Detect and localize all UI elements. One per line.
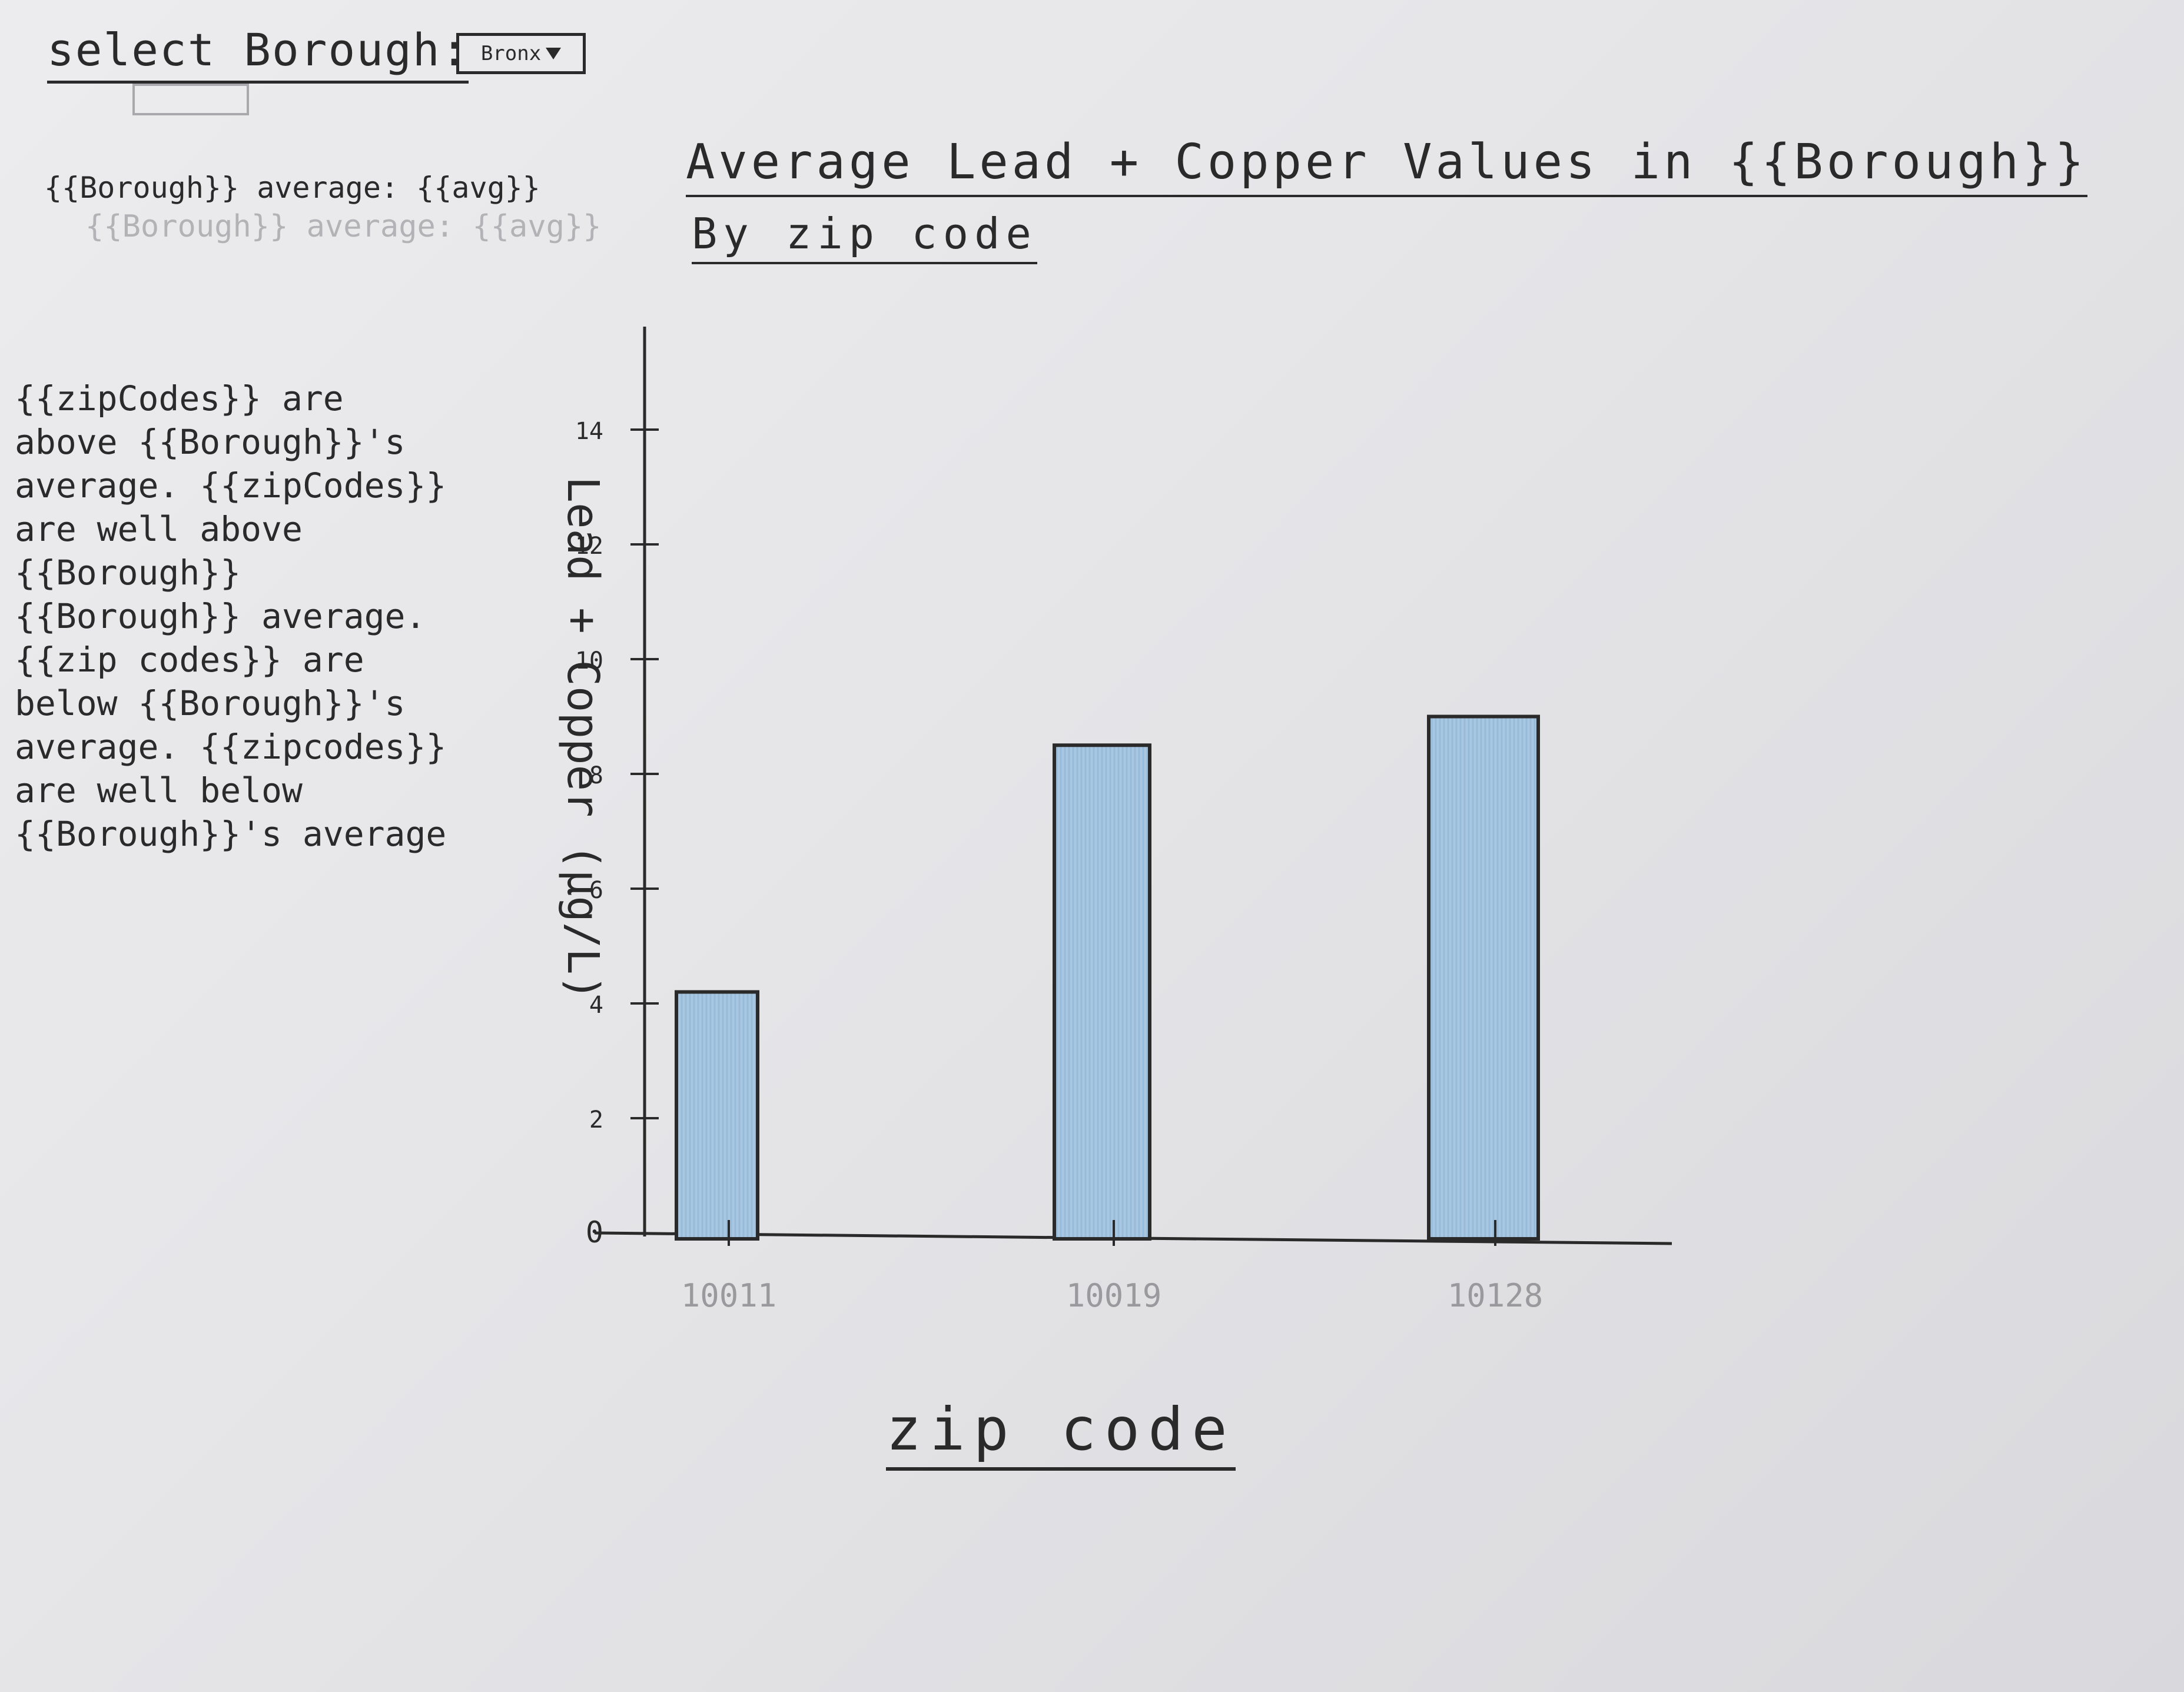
bar-10011 — [675, 990, 759, 1241]
select-borough-label: select Borough: — [47, 24, 469, 84]
y-tick-label: 10 — [575, 647, 603, 674]
x-tick-label-10128: 10128 — [1448, 1277, 1544, 1314]
x-tick-label-10011: 10011 — [681, 1277, 777, 1314]
zip-code-summary-note: {{zipCodes}} are above {{Borough}}'s ave… — [15, 378, 447, 854]
bar-10128 — [1427, 714, 1540, 1241]
borough-average-text: {{Borough}} average: {{avg}} — [44, 171, 540, 205]
chart-subtitle: By zip code — [692, 209, 1037, 264]
ghost-box — [132, 84, 249, 115]
y-tick-label: 12 — [575, 533, 603, 560]
borough-select-value: Bronx — [480, 42, 542, 65]
x-axis-label: zip code — [886, 1395, 1236, 1471]
y-axis-label: Lead + Copper (µg/L) — [557, 476, 608, 1000]
y-tick-label: 4 — [589, 992, 603, 1019]
x-tick-label-10019: 10019 — [1066, 1277, 1162, 1314]
chart-title: Average Lead + Copper Values in {{Boroug… — [686, 134, 2087, 197]
y-tick-label: 0 — [586, 1215, 603, 1249]
borough-select[interactable]: Bronx — [456, 33, 586, 74]
y-tick-label: 8 — [589, 762, 603, 789]
y-tick-label: 14 — [575, 418, 603, 445]
chevron-down-icon — [546, 48, 562, 59]
borough-average-ghost-text: {{Borough}} average: {{avg}} — [85, 209, 602, 244]
bar-10019 — [1053, 743, 1151, 1241]
y-tick-label: 2 — [589, 1106, 603, 1133]
y-tick-label: 6 — [589, 877, 603, 904]
